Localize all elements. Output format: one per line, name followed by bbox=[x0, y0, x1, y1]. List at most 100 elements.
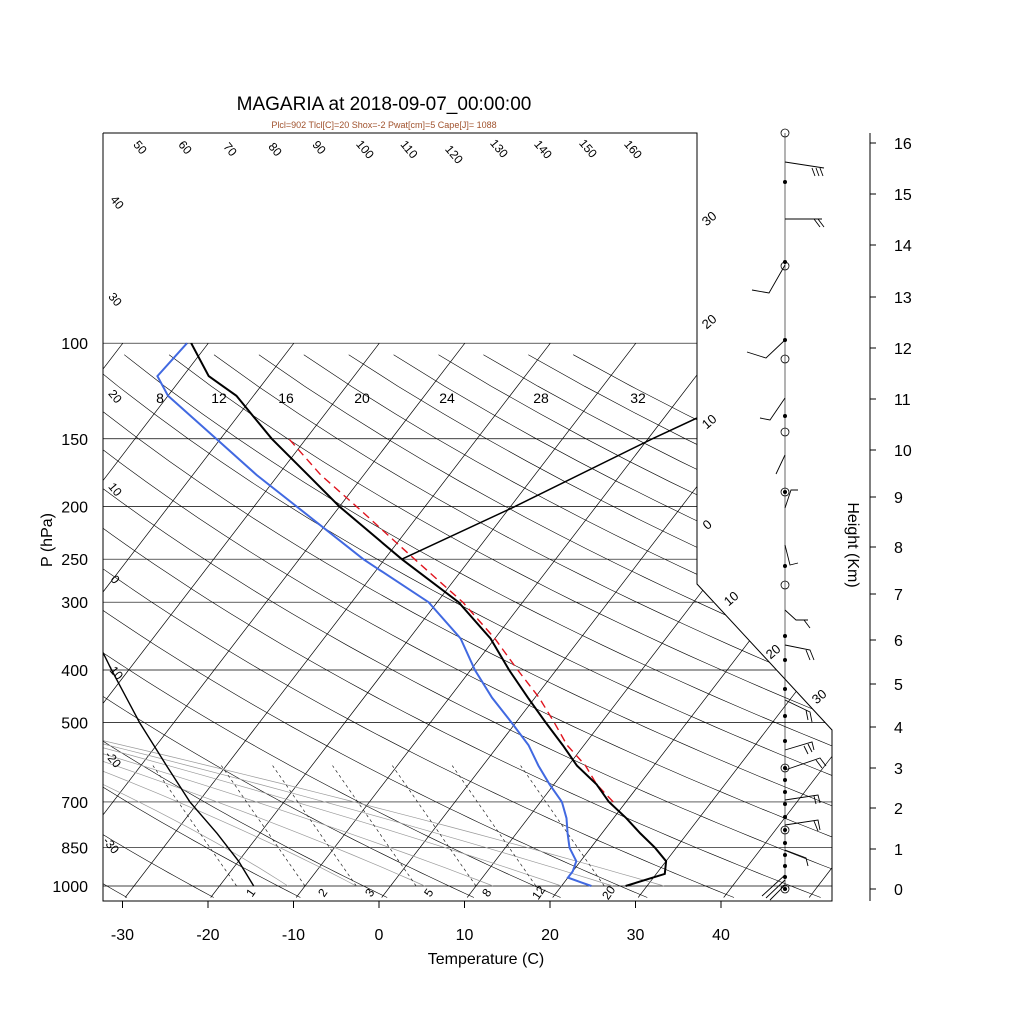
dry-adiabat bbox=[103, 354, 475, 898]
wet-adiabat-label: 8 bbox=[156, 390, 164, 406]
temperature-tick-label: 10 bbox=[456, 927, 474, 944]
wind-level-dot bbox=[783, 739, 787, 743]
calm-circle bbox=[780, 128, 790, 138]
moist-adiabat bbox=[103, 438, 665, 887]
pressure-tick-label: 500 bbox=[61, 716, 88, 733]
dry-adiabat bbox=[103, 354, 648, 898]
dry-adiabat-label: 90 bbox=[309, 138, 329, 157]
isotherm bbox=[723, 342, 832, 898]
isotherm bbox=[552, 342, 832, 898]
isotherm bbox=[103, 342, 124, 898]
temperature-tick-label: 0 bbox=[375, 927, 384, 944]
dry-adiabat bbox=[103, 354, 214, 898]
wind-barb bbox=[784, 699, 813, 723]
height-tick-label: 13 bbox=[894, 290, 912, 307]
reference-line bbox=[401, 342, 832, 560]
isotherm bbox=[103, 342, 380, 898]
pressure-tick-label: 1000 bbox=[52, 879, 88, 896]
wind-barb bbox=[784, 161, 825, 177]
dry-adiabat-label: 130 bbox=[487, 136, 511, 161]
calm-circle bbox=[780, 580, 790, 590]
dry-adiabat bbox=[103, 354, 832, 898]
mixing-ratio-line bbox=[152, 765, 237, 887]
wet-adiabat-label: 20 bbox=[354, 390, 370, 406]
isotherm bbox=[210, 342, 637, 898]
height-tick-label: 10 bbox=[894, 443, 912, 460]
wind-barb bbox=[784, 544, 799, 566]
dry-adiabat bbox=[103, 354, 832, 898]
x-axis-label: Temperature (C) bbox=[428, 951, 544, 968]
temperature-tick-label: -30 bbox=[111, 927, 134, 944]
calm-circle bbox=[780, 427, 790, 437]
mixing-ratio-line bbox=[221, 765, 306, 887]
height-tick-label: 2 bbox=[894, 801, 903, 818]
moist-adiabat bbox=[103, 438, 494, 887]
moist-adiabat bbox=[103, 438, 562, 887]
wind-level-dot bbox=[783, 887, 787, 891]
mixing-ratio-label: 2 bbox=[315, 886, 330, 900]
wind-barb bbox=[784, 757, 827, 771]
dry-adiabat-label: 60 bbox=[175, 138, 195, 157]
wet-adiabat-label: 16 bbox=[278, 390, 294, 406]
wind-barb bbox=[761, 874, 786, 901]
pressure-axis: 100 150 200 250 300 400 500 700 850 1000 bbox=[52, 336, 88, 896]
temperature-axis: -30 -20 -10 0 10 20 30 40 bbox=[111, 901, 730, 944]
dry-adiabat-left-label: 10 bbox=[105, 480, 125, 499]
mixing-ratio-line bbox=[332, 765, 417, 887]
wet-adiabat-label: 12 bbox=[211, 390, 227, 406]
chart-subtitle: Plcl=902 Tlcl[C]=20 Shox=-2 Pwat[cm]=5 C… bbox=[271, 120, 496, 130]
dry-adiabat bbox=[103, 354, 832, 898]
dry-adiabat bbox=[258, 354, 832, 898]
wind-barb bbox=[785, 218, 825, 228]
height-tick-label: 3 bbox=[894, 761, 903, 778]
wind-barb bbox=[784, 741, 815, 755]
isotherm bbox=[103, 342, 295, 898]
mixing-ratio-label: 5 bbox=[421, 886, 436, 900]
height-tick-label: 12 bbox=[894, 341, 912, 358]
dry-adiabat-left-label: -10 bbox=[104, 660, 126, 683]
dry-adiabat bbox=[124, 354, 832, 898]
dry-adiabat-label: 160 bbox=[621, 137, 645, 162]
dry-adiabat-label: 140 bbox=[531, 137, 555, 162]
profile-layer bbox=[103, 342, 832, 887]
dry-adiabat-label: 120 bbox=[442, 142, 466, 167]
mixing-ratio-label: 8 bbox=[479, 886, 494, 900]
dry-adiabat bbox=[393, 354, 832, 898]
temperature-profile-line bbox=[190, 342, 668, 887]
height-tick-label: 0 bbox=[894, 882, 903, 899]
y-axis-label: P (hPa) bbox=[39, 513, 56, 567]
dry-adiabat bbox=[528, 354, 832, 898]
dry-adiabat-left-label: 20 bbox=[105, 387, 125, 406]
isotherm bbox=[103, 342, 209, 898]
wind-barb bbox=[784, 644, 815, 661]
wind-barb bbox=[746, 339, 786, 359]
dry-adiabat bbox=[303, 354, 832, 898]
parcel-profile-line bbox=[288, 438, 614, 803]
dry-adiabat bbox=[213, 354, 832, 898]
dry-adiabat bbox=[103, 354, 832, 898]
adiabat-reference-line bbox=[103, 601, 255, 887]
isotherm bbox=[124, 342, 551, 898]
isotherm bbox=[295, 342, 722, 898]
dry-adiabat-left-label: 30 bbox=[105, 290, 125, 309]
moist-adiabat bbox=[103, 438, 425, 887]
calm-circle bbox=[780, 487, 790, 497]
wind-barb bbox=[784, 794, 821, 805]
wind-level-dot bbox=[783, 815, 787, 819]
isotherm-label: 0 bbox=[700, 516, 715, 532]
height-tick-label: 7 bbox=[894, 587, 903, 604]
pressure-tick-label: 400 bbox=[61, 663, 88, 680]
pressure-tick-label: 250 bbox=[61, 552, 88, 569]
dry-adiabat-label: 100 bbox=[353, 137, 377, 162]
dry-adiabat bbox=[573, 354, 832, 898]
wind-level-dot bbox=[783, 853, 787, 857]
isotherm bbox=[637, 342, 832, 898]
wind-level-dot bbox=[783, 180, 787, 184]
dry-adiabat-label: 110 bbox=[398, 138, 421, 162]
mixing-ratio-line bbox=[392, 765, 477, 887]
pressure-tick-label: 300 bbox=[61, 595, 88, 612]
wind-barb bbox=[784, 609, 811, 629]
wind-barb bbox=[784, 849, 809, 867]
wind-level-dot bbox=[783, 490, 787, 494]
wind-level-dot bbox=[783, 414, 787, 418]
